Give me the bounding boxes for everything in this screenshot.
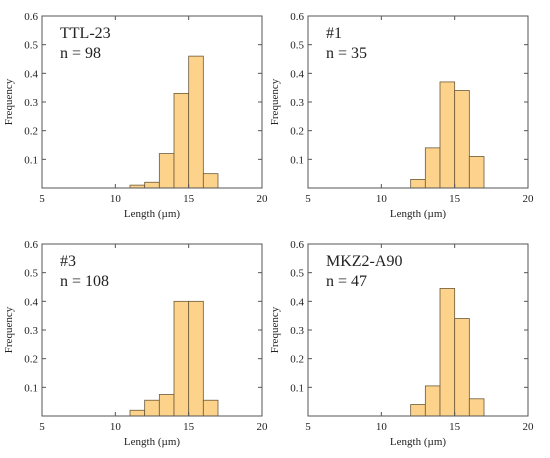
y-tick-label: 0.1 <box>24 154 38 166</box>
y-tick-label: 0.1 <box>24 382 38 394</box>
y-axis-label: Frequency <box>3 306 15 353</box>
histogram-bar <box>468 156 485 189</box>
histogram-bar <box>144 181 160 189</box>
histogram-bar <box>410 404 426 417</box>
y-tick-label: 0.2 <box>24 354 38 366</box>
y-tick-label: 0.3 <box>24 97 38 109</box>
y-tick-label: 0.1 <box>290 382 304 394</box>
y-tick-label: 0.6 <box>24 11 38 23</box>
x-tick-label: 20 <box>257 421 269 433</box>
histogram-panel-4: 5 10 15 20 0.1 0.2 0.3 0.4 0.5 0.6 Length (µm) Freq… <box>269 239 534 448</box>
sample-count: n = 35 <box>326 45 367 62</box>
sample-name: #3 <box>60 253 76 270</box>
histogram-bar <box>454 90 470 189</box>
sample-count: n = 98 <box>60 45 101 62</box>
x-tick-label: 15 <box>183 193 195 205</box>
histogram-panel-1: 5 10 15 20 0.1 0.2 0.3 0.4 0.5 0.6 Length (µm) Freq… <box>3 11 268 220</box>
histogram-bar <box>158 153 175 189</box>
histogram-bar <box>188 55 204 189</box>
x-tick-label: 20 <box>523 421 535 433</box>
x-tick-label: 5 <box>305 193 311 205</box>
histogram-bar <box>173 93 190 189</box>
x-tick-label: 5 <box>39 421 45 433</box>
y-axis-label: Frequency <box>269 78 281 125</box>
histogram-bar <box>202 173 219 189</box>
x-tick-label: 10 <box>110 193 122 205</box>
x-tick-label: 10 <box>376 421 388 433</box>
y-tick-label: 0.5 <box>290 268 304 280</box>
x-axis-label: Length (µm) <box>124 208 180 220</box>
y-axis-label: Frequency <box>269 306 281 353</box>
histogram-panel-3: 5 10 15 20 0.1 0.2 0.3 0.4 0.5 0.6 Length (µm) Freq… <box>3 239 268 448</box>
histogram-bar <box>173 300 190 417</box>
sample-name: #1 <box>326 25 342 42</box>
histogram-bar <box>202 399 219 417</box>
sample-count: n = 47 <box>326 273 367 290</box>
y-tick-label: 0.6 <box>290 239 304 251</box>
y-tick-label: 0.5 <box>24 268 38 280</box>
y-tick-label: 0.6 <box>290 11 304 23</box>
histogram-bar <box>188 300 204 417</box>
x-tick-label: 20 <box>523 193 535 205</box>
y-tick-label: 0.5 <box>290 40 304 52</box>
x-tick-label: 15 <box>449 421 461 433</box>
y-tick-label: 0.4 <box>24 68 38 80</box>
x-tick-label: 5 <box>305 421 311 433</box>
histogram-bar <box>439 288 456 417</box>
y-tick-label: 0.2 <box>24 126 38 138</box>
y-tick-label: 0.3 <box>24 325 38 337</box>
histogram-bar <box>410 178 426 189</box>
sample-name: TTL-23 <box>60 25 111 42</box>
x-tick-label: 15 <box>183 421 195 433</box>
x-axis-label: Length (µm) <box>124 436 180 448</box>
histogram-bar <box>129 409 146 417</box>
y-tick-label: 0.2 <box>290 126 304 138</box>
y-tick-label: 0.2 <box>290 354 304 366</box>
y-tick-label: 0.4 <box>290 296 304 308</box>
y-tick-label: 0.5 <box>24 40 38 52</box>
sample-name: MKZ2-A90 <box>326 253 402 270</box>
histogram-panel-2: 5 10 15 20 0.1 0.2 0.3 0.4 0.5 0.6 Length (µm) Freq… <box>269 11 534 220</box>
histogram-bar <box>454 318 470 417</box>
histogram-bar <box>439 81 456 189</box>
histogram-bar <box>158 394 175 417</box>
x-axis-label: Length (µm) <box>390 208 446 220</box>
x-tick-label: 20 <box>257 193 269 205</box>
x-tick-label: 15 <box>449 193 461 205</box>
x-tick-label: 10 <box>110 421 122 433</box>
histogram-bar <box>424 385 441 417</box>
y-tick-label: 0.4 <box>24 296 38 308</box>
y-tick-label: 0.1 <box>290 154 304 166</box>
y-tick-label: 0.6 <box>24 239 38 251</box>
x-tick-label: 5 <box>39 193 45 205</box>
x-axis-label: Length (µm) <box>390 436 446 448</box>
histogram-bar <box>144 399 160 417</box>
sample-count: n = 108 <box>60 273 109 290</box>
x-tick-label: 10 <box>376 193 388 205</box>
y-tick-label: 0.4 <box>290 68 304 80</box>
y-tick-label: 0.3 <box>290 97 304 109</box>
histogram-bar <box>424 147 441 189</box>
histogram-bar <box>468 398 485 417</box>
y-tick-label: 0.3 <box>290 325 304 337</box>
y-axis-label: Frequency <box>3 78 15 125</box>
